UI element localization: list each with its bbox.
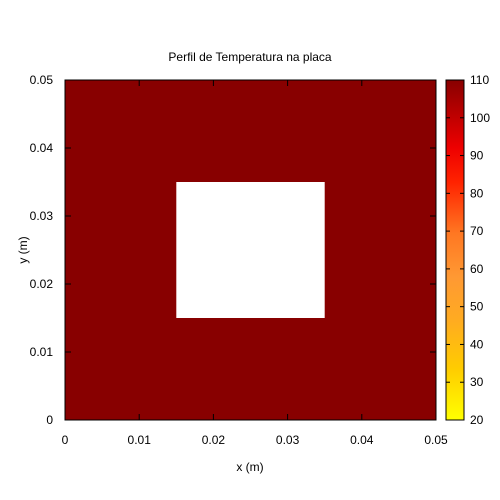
colorbar-tick-label: 110 (470, 73, 489, 87)
plot-frame (64, 79, 437, 421)
y-tick-label: 0.01 (30, 345, 54, 359)
x-tick-label: 0 (62, 433, 69, 447)
colorbar-tick-label: 90 (470, 149, 484, 163)
y-axis-title: y (m) (16, 236, 30, 263)
colorbar-tick-label: 50 (470, 300, 484, 314)
colorbar-tick-label: 40 (470, 337, 484, 351)
colorbar-tick-label: 100 (470, 111, 490, 125)
colorbar-tick-label: 80 (470, 186, 484, 200)
colorbar-tick-label: 70 (470, 224, 484, 238)
x-axis: 0 0.01 0.02 0.03 0.04 0.05 (62, 80, 448, 447)
colorbar-tick-label: 30 (470, 375, 484, 389)
y-tick-label: 0.02 (30, 277, 54, 291)
chart-title: Perfil de Temperatura na placa (168, 50, 332, 64)
x-axis-title: x (m) (236, 460, 263, 474)
y-tick-label: 0.04 (30, 141, 54, 155)
y-tick-label: 0.03 (30, 209, 54, 223)
y-axis: 0 0.01 0.02 0.03 0.04 0.05 (30, 73, 436, 427)
y-tick-label: 0.05 (30, 73, 54, 87)
plate-hole (176, 182, 325, 318)
x-tick-label: 0.04 (350, 433, 374, 447)
x-tick-label: 0.02 (202, 433, 226, 447)
colorbar-tick-label: 20 (470, 413, 484, 427)
x-tick-label: 0.01 (128, 433, 152, 447)
colorbar (445, 79, 465, 421)
colorbar-tick-label: 60 (470, 262, 484, 276)
x-tick-label: 0.03 (276, 433, 300, 447)
x-tick-label: 0.05 (424, 433, 448, 447)
y-tick-label: 0 (46, 413, 53, 427)
colorbar-axis: 20 30 40 50 60 70 80 90 100 110 (446, 73, 490, 427)
